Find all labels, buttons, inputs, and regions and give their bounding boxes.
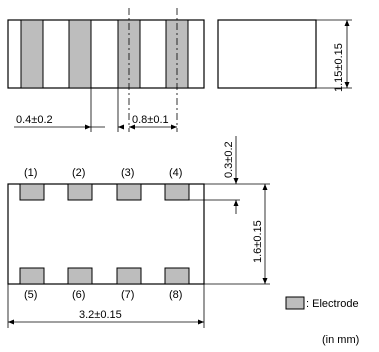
pin-label: (6) [72, 289, 85, 301]
unit-note: (in mm) [322, 334, 359, 346]
pin-label: (7) [121, 289, 134, 301]
pitch-dimension-label: 0.4±0.2 [16, 114, 53, 126]
legend: : Electrode [285, 296, 359, 310]
pin-label: (8) [169, 289, 182, 301]
top-electrode-1 [20, 19, 44, 89]
side-view: 1.15±0.15 [217, 19, 352, 92]
electrode-pad-5 [19, 267, 45, 285]
electrode-pad-4 [164, 183, 190, 201]
electrode-width-label: 0.8±0.1 [132, 114, 169, 126]
electrode-pad-2 [67, 183, 93, 201]
width-dimension: 0.8±0.1 [129, 114, 177, 130]
pitch-dimension: 0.4±0.2 [14, 114, 124, 130]
height-dimension-label: 1.15±0.15 [333, 43, 345, 92]
pin-label: (5) [24, 289, 37, 301]
bottom-view: (1) (2) (3) (4) (5) (6) (7) (8) 0.3±0.2 [7, 136, 270, 328]
pin-label: (2) [72, 167, 85, 179]
body-length-label: 3.2±0.15 [79, 309, 122, 321]
body-width-dimension: 1.6±0.15 [204, 183, 270, 285]
pin-label: (3) [121, 167, 134, 179]
body-length-dimension: 3.2±0.15 [7, 284, 205, 328]
electrode-pad-7 [116, 267, 142, 285]
pin-label: (4) [169, 167, 182, 179]
electrode-length-label: 0.3±0.2 [223, 141, 235, 178]
top-electrode-2 [68, 19, 92, 89]
electrode-pad-3 [116, 183, 142, 201]
body-width-label: 1.6±0.15 [252, 220, 264, 263]
electrode-legend-label: : Electrode [306, 298, 359, 310]
bottom-view-body [7, 183, 205, 285]
electrode-pad-8 [164, 267, 190, 285]
top-view: 0.4±0.2 0.8±0.1 [7, 8, 205, 132]
pin-label: (1) [24, 167, 37, 179]
electrode-length-dimension: 0.3±0.2 [189, 136, 240, 214]
electrode-legend-swatch [285, 296, 305, 310]
electrode-pad-6 [67, 267, 93, 285]
side-view-body [217, 19, 317, 89]
electrode-pad-1 [19, 183, 45, 201]
